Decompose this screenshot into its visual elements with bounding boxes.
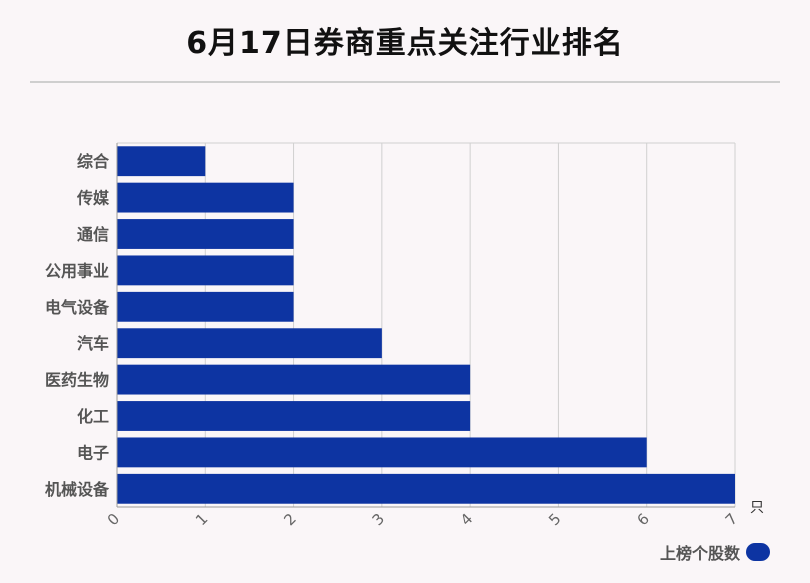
bars xyxy=(117,146,735,504)
category-label-4: 电气设备 xyxy=(45,298,110,317)
bar-0 xyxy=(117,146,206,177)
category-label-1: 传媒 xyxy=(76,189,110,208)
legend: 上榜个股数 xyxy=(660,540,770,564)
legend-swatch xyxy=(746,543,770,561)
title-divider xyxy=(30,81,780,83)
category-label-6: 医药生物 xyxy=(45,371,109,390)
x-tick-label-5: 5 xyxy=(545,510,564,529)
category-label-2: 通信 xyxy=(77,225,109,244)
category-label-8: 电子 xyxy=(77,443,109,462)
x-tick-label-6: 6 xyxy=(633,510,652,529)
legend-label: 上榜个股数 xyxy=(659,544,740,563)
x-unit-label: 只 xyxy=(750,500,764,516)
chart-title: 6月17日券商重点关注行业排名 xyxy=(186,26,624,61)
x-tick-label-1: 1 xyxy=(192,510,211,529)
category-label-9: 机械设备 xyxy=(45,480,110,499)
bar-1 xyxy=(117,182,294,213)
bar-5 xyxy=(117,328,382,359)
category-label-7: 化工 xyxy=(77,407,109,426)
category-label-5: 汽车 xyxy=(77,334,109,353)
bar-7 xyxy=(117,401,471,431)
x-tick-label-0: 0 xyxy=(104,510,123,529)
category-label-3: 公用事业 xyxy=(45,261,109,280)
bar-8 xyxy=(117,437,647,468)
x-tick-label-4: 4 xyxy=(457,510,476,529)
x-tick-label-2: 2 xyxy=(280,510,299,529)
x-tick-labels: 0 1 2 3 4 5 6 7 xyxy=(104,510,741,529)
category-label-0: 综合 xyxy=(77,152,110,171)
x-tick-label-3: 3 xyxy=(369,510,388,529)
bar-2 xyxy=(117,219,294,249)
bar-9 xyxy=(117,473,735,504)
bar-4 xyxy=(117,291,294,322)
x-tick-label-7: 7 xyxy=(722,510,741,529)
bar-3 xyxy=(117,255,294,286)
bar-6 xyxy=(117,364,471,395)
